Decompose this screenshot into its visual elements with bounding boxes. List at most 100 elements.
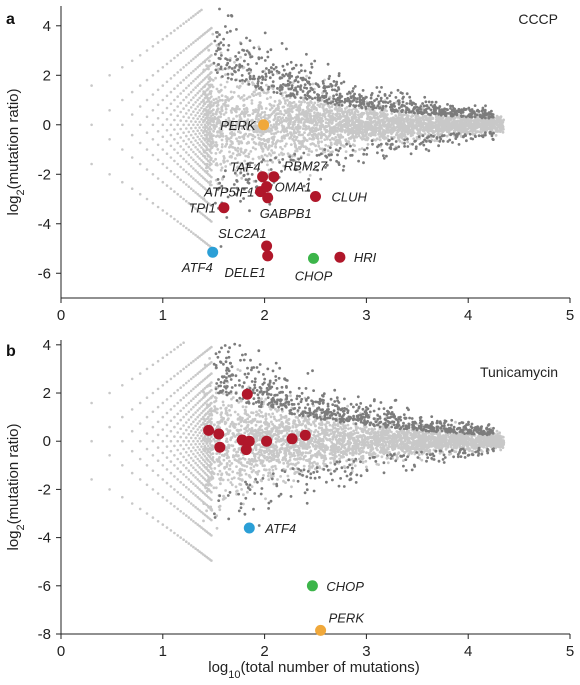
background-point — [287, 124, 291, 127]
background-point — [179, 110, 182, 114]
background-point — [194, 126, 197, 130]
background-point — [138, 478, 142, 481]
background-point — [240, 176, 244, 180]
background-point — [335, 143, 339, 147]
background-point — [202, 452, 205, 456]
background-point — [189, 480, 193, 484]
gene-label-perk: PERK — [220, 118, 257, 133]
background-point — [187, 439, 191, 443]
background-point — [239, 162, 243, 166]
significant-point — [229, 29, 232, 33]
significant-point — [362, 102, 366, 106]
background-point — [349, 135, 353, 139]
significant-point — [394, 96, 398, 99]
background-point — [145, 464, 149, 467]
background-point — [169, 394, 173, 398]
background-point — [344, 150, 348, 154]
background-point — [378, 138, 382, 141]
background-point — [320, 135, 323, 138]
background-point — [424, 122, 428, 125]
background-point — [266, 163, 269, 167]
background-point — [300, 117, 304, 121]
background-point — [251, 81, 254, 84]
significant-point — [352, 94, 355, 98]
background-point — [192, 359, 195, 363]
background-point — [192, 57, 195, 61]
background-point — [194, 191, 197, 194]
significant-point — [225, 31, 229, 34]
background-point — [173, 74, 176, 77]
background-point — [182, 168, 185, 171]
background-point — [196, 180, 199, 184]
background-point — [284, 101, 287, 105]
background-point — [392, 127, 395, 131]
background-point — [194, 107, 197, 111]
background-point — [362, 131, 366, 134]
background-point — [385, 109, 388, 113]
background-point — [453, 116, 457, 120]
background-point — [426, 124, 430, 128]
background-point — [343, 145, 346, 148]
significant-point — [412, 111, 416, 114]
background-point — [200, 196, 203, 199]
significant-point — [326, 62, 330, 66]
background-point — [192, 397, 195, 401]
background-point — [317, 128, 320, 132]
background-point — [194, 358, 197, 361]
background-point — [200, 462, 203, 465]
background-point — [270, 129, 274, 132]
background-point — [189, 377, 193, 381]
background-point — [360, 137, 364, 141]
background-point — [381, 118, 385, 122]
background-point — [176, 71, 179, 74]
background-point — [185, 443, 188, 447]
background-point — [242, 137, 246, 141]
background-point — [173, 29, 176, 32]
significant-point — [241, 78, 244, 82]
background-point — [365, 451, 368, 454]
background-point — [194, 461, 197, 465]
gene-label-slc2a1: SLC2A1 — [218, 226, 266, 241]
background-point — [156, 474, 160, 477]
significant-point — [489, 112, 493, 116]
background-point — [495, 123, 499, 126]
background-point — [200, 8, 203, 12]
background-point — [210, 559, 213, 562]
background-point — [200, 434, 203, 438]
background-point — [169, 350, 173, 354]
background-point — [388, 125, 392, 128]
background-point — [238, 107, 241, 111]
background-point — [306, 101, 309, 105]
background-point — [210, 146, 214, 150]
significant-point — [432, 135, 435, 138]
background-point — [275, 112, 279, 116]
background-point — [210, 388, 213, 392]
background-point — [216, 130, 220, 134]
background-point — [358, 128, 361, 132]
background-point — [189, 98, 193, 102]
background-point — [458, 128, 462, 132]
significant-point — [287, 94, 291, 97]
significant-point — [327, 101, 330, 105]
significant-point — [234, 55, 238, 58]
significant-point — [235, 179, 239, 182]
background-point — [187, 500, 191, 503]
significant-point — [477, 134, 481, 138]
background-point — [196, 457, 199, 461]
background-point — [419, 126, 423, 130]
background-point — [161, 464, 165, 467]
background-point — [219, 134, 223, 138]
significant-point — [241, 48, 245, 52]
background-point — [187, 45, 191, 48]
significant-point — [341, 168, 345, 172]
significant-point — [424, 100, 428, 104]
significant-point — [313, 59, 317, 63]
background-point — [202, 161, 205, 164]
background-point — [196, 98, 199, 102]
background-point — [173, 87, 176, 90]
background-point — [179, 470, 182, 474]
background-point — [212, 98, 216, 101]
significant-point — [434, 109, 437, 112]
background-point — [324, 121, 328, 124]
background-point — [185, 436, 188, 439]
